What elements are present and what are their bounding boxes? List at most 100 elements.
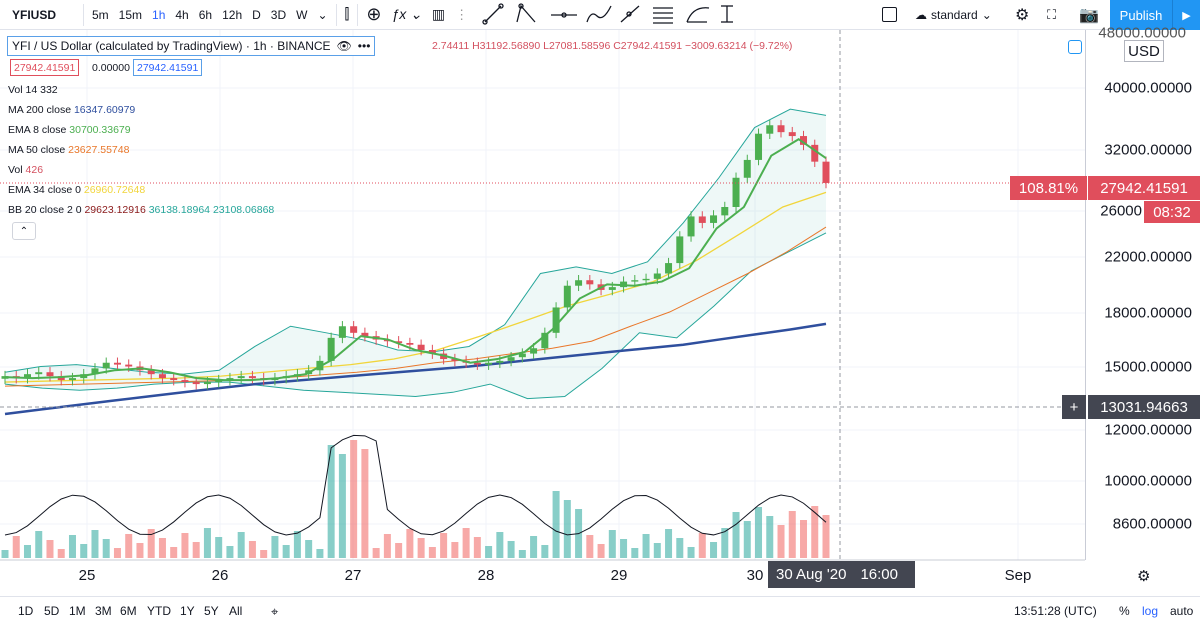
candle-body: [530, 348, 538, 354]
interval-5m[interactable]: 5m: [92, 7, 109, 22]
play-icon[interactable]: ▶: [1172, 0, 1200, 30]
interval-3d[interactable]: 3D: [270, 7, 287, 22]
templates-icon[interactable]: ▥: [431, 6, 446, 22]
price-axis-label: 10000.00000: [1104, 472, 1192, 490]
collapse-legend-button[interactable]: ⌃: [12, 222, 36, 240]
volume-bar: [406, 529, 414, 558]
candle-body: [237, 376, 245, 379]
publish-button[interactable]: Publish: [1110, 0, 1172, 30]
time-axis-label: 29: [610, 567, 628, 584]
time-axis-label: 28: [477, 567, 495, 584]
fullscreen-icon[interactable]: ⛶: [1047, 6, 1057, 22]
currency-label[interactable]: USD: [1124, 40, 1164, 62]
compare-add-icon[interactable]: ⊕: [366, 4, 382, 24]
indicator-row[interactable]: Vol 14 332: [8, 80, 274, 100]
indicators-icon[interactable]: ƒx ⌄: [391, 6, 422, 22]
utc-clock[interactable]: 13:51:28 (UTC): [1014, 604, 1097, 618]
sell-price-box[interactable]: 27942.41591: [10, 59, 80, 76]
indicator-name: EMA 34 close 0: [8, 184, 84, 196]
volume-bar: [68, 535, 76, 558]
volume-bar: [451, 542, 459, 558]
range-3m[interactable]: 3M: [95, 604, 112, 618]
range-5d[interactable]: 5D: [44, 604, 60, 618]
more-icon[interactable]: •••: [357, 39, 371, 53]
interval-dropdown-icon[interactable]: ⌄: [317, 7, 328, 22]
text-tool-icon[interactable]: [721, 4, 734, 23]
ray-icon[interactable]: [620, 5, 640, 22]
interval-1h[interactable]: 1h: [152, 7, 166, 22]
candle-body: [777, 125, 785, 133]
layout-standard-button[interactable]: ☁ standard ⌄: [910, 0, 997, 30]
log-scale-toggle[interactable]: log: [1142, 604, 1159, 618]
checkbox-icon[interactable]: [882, 7, 897, 22]
volume-bar: [113, 548, 121, 558]
auto-scale-toggle[interactable]: auto: [1170, 604, 1194, 618]
volume-bar: [428, 547, 436, 558]
candle-style-icon[interactable]: ⫿: [344, 6, 350, 23]
interval-6h[interactable]: 6h: [198, 7, 213, 22]
indicator-row[interactable]: Vol 426: [8, 160, 274, 180]
percent-scale-toggle[interactable]: %: [1119, 604, 1130, 618]
buy-price-box[interactable]: 27942.41591: [133, 59, 203, 76]
candle-body: [541, 332, 549, 349]
volume-bar: [372, 548, 380, 558]
brush-icon[interactable]: [686, 6, 710, 23]
interval-15m[interactable]: 15m: [118, 7, 143, 22]
range-1d[interactable]: 1D: [18, 604, 34, 618]
camera-icon[interactable]: 📷: [1079, 6, 1099, 24]
settings-gear-icon[interactable]: ⚙: [1015, 6, 1030, 24]
candle-body: [113, 362, 121, 365]
range-5y[interactable]: 5Y: [204, 604, 219, 618]
candle-body: [496, 360, 504, 363]
interval-w[interactable]: W: [296, 7, 308, 22]
scale-toggle-icon[interactable]: [1068, 40, 1082, 54]
indicator-row[interactable]: EMA 8 close 30700.33679: [8, 120, 274, 140]
symbol-title: YFI / US Dollar (calculated by TradingVi…: [12, 39, 331, 53]
range-ytd[interactable]: YTD: [147, 604, 171, 618]
countdown-tag: 08:32: [1144, 201, 1200, 223]
volume-bar: [125, 534, 133, 558]
axis-settings-gear-icon[interactable]: ⚙: [1137, 568, 1151, 585]
fib-icon[interactable]: [653, 6, 674, 24]
go-to-date-icon[interactable]: ⌖: [271, 604, 279, 619]
candle-body: [710, 215, 718, 223]
pitchfork-icon[interactable]: [516, 2, 536, 22]
trend-line-icon[interactable]: [482, 2, 504, 25]
interval-d[interactable]: D: [252, 7, 261, 22]
range-1y[interactable]: 1Y: [180, 604, 195, 618]
candle-body: [125, 364, 133, 367]
symbol-search-button[interactable]: YFIUSD: [12, 7, 57, 22]
chart-canvas[interactable]: [0, 0, 1200, 596]
indicator-value: 26960.72648: [83, 184, 146, 196]
volume-bar: [57, 549, 65, 558]
indicator-value: 29623.12916: [84, 204, 149, 216]
indicator-row[interactable]: EMA 34 close 0 26960.72648: [8, 180, 274, 200]
range-all[interactable]: All: [229, 604, 243, 618]
path-icon[interactable]: [586, 5, 612, 22]
range-1m[interactable]: 1M: [69, 604, 86, 618]
range-6m[interactable]: 6M: [120, 604, 137, 618]
volume-bar: [102, 539, 110, 558]
interval-4h[interactable]: 4h: [175, 7, 189, 22]
volume-bar: [530, 536, 538, 558]
volume-bar: [147, 529, 155, 558]
symbol-title-box[interactable]: YFI / US Dollar (calculated by TradingVi…: [7, 36, 376, 56]
candle-body: [743, 159, 751, 178]
indicator-row[interactable]: BB 20 close 2 0 29623.12916 36138.18964 …: [8, 200, 274, 220]
grid-drag-icon[interactable]: ⋮: [455, 6, 469, 22]
volume-bar: [552, 491, 560, 558]
price-axis[interactable]: [1085, 30, 1200, 560]
volume-bar: [170, 547, 178, 558]
time-axis-label: 27: [344, 567, 362, 584]
interval-12h[interactable]: 12h: [222, 7, 243, 22]
indicator-row[interactable]: MA 200 close 16347.60979: [8, 100, 274, 120]
drawing-tools: [482, 2, 734, 25]
indicator-row[interactable]: MA 50 close 23627.55748: [8, 140, 274, 160]
horizontal-ray-icon[interactable]: [551, 11, 578, 18]
eye-icon[interactable]: 👁: [336, 39, 352, 53]
volume-bar: [653, 543, 661, 558]
crosshair-plus-icon[interactable]: +: [1062, 395, 1086, 419]
candle-body: [35, 372, 43, 375]
volume-bar: [665, 529, 673, 558]
candle-body: [102, 362, 110, 369]
